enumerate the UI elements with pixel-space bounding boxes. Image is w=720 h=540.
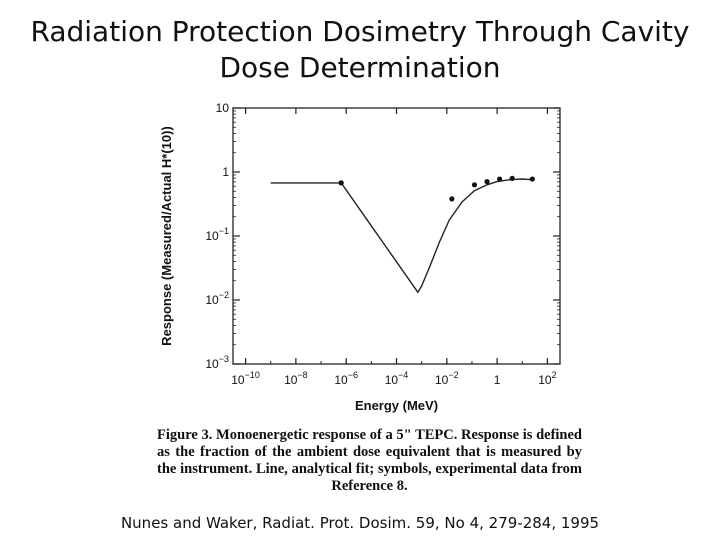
x-tick-label: 10−4 <box>385 370 409 387</box>
figure-caption: Figure 3. Monoenergetic response of a 5"… <box>157 427 582 494</box>
y-tick-label: 10−2 <box>205 290 229 307</box>
plot-frame <box>232 107 561 365</box>
x-tick-label: 1 <box>494 373 501 387</box>
x-tick-label: 10−6 <box>334 370 358 387</box>
x-axis-label: Energy (MeV) <box>355 398 438 413</box>
data-point <box>497 176 503 182</box>
data-point <box>471 182 478 188</box>
x-tick-label: 10−2 <box>435 370 459 387</box>
y-tick-label: 1 <box>222 165 229 179</box>
y-tick-label: 10−1 <box>205 226 229 243</box>
x-tick-label: 10−10 <box>231 370 260 387</box>
slide-title: Radiation Protection Dosimetry Through C… <box>0 14 720 86</box>
plot-area: 10−10 10−8 10−6 10−4 10−2 1 102 10 1 10−1 10−2 10−3… <box>159 101 561 413</box>
y-axis-label: Response (Measured/Actual H*(10)) <box>159 126 174 346</box>
y-tick-label: 10−3 <box>205 354 229 371</box>
fit-line <box>270 178 533 294</box>
title-line-1: Radiation Protection Dosimetry Through C… <box>30 15 690 48</box>
data-point <box>529 176 535 182</box>
data-point <box>509 175 515 181</box>
y-tick-label: 10 <box>216 101 230 115</box>
title-line-2: Dose Determination <box>219 51 501 84</box>
x-tick-label: 102 <box>538 370 556 387</box>
data-point <box>449 196 455 202</box>
data-point <box>484 179 490 185</box>
x-tick-label: 10−8 <box>284 370 308 387</box>
citation: Nunes and Waker, Radiat. Prot. Dosim. 59… <box>120 514 600 532</box>
data-point <box>338 180 344 186</box>
response-chart: 10−10 10−8 10−6 10−4 10−2 1 102 10 1 10−1 10−2 10−3… <box>159 101 561 413</box>
